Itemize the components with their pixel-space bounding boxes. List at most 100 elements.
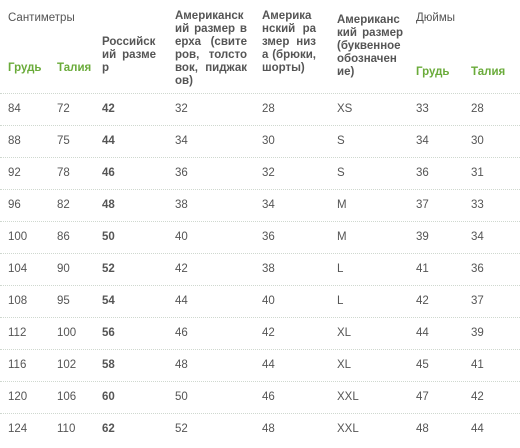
table-cell: XXL: [337, 391, 359, 403]
table-cell: 41: [471, 359, 484, 371]
row-separator: [0, 221, 520, 222]
table-cell: 34: [175, 135, 188, 147]
table-cell: 38: [175, 199, 188, 211]
row-separator: [0, 125, 520, 126]
table-cell: 44: [262, 359, 275, 371]
table-cell: 37: [471, 295, 484, 307]
table-cell: M: [337, 199, 347, 211]
table-cell: 33: [416, 103, 429, 115]
table-cell: 106: [57, 391, 77, 403]
row-separator: [0, 253, 520, 254]
table-cell: 30: [471, 135, 484, 147]
table-cell: 50: [175, 391, 188, 403]
table-cell: 50: [102, 231, 115, 243]
table-cell: 95: [57, 295, 70, 307]
table-cell: 86: [57, 231, 70, 243]
table-cell: 42: [471, 391, 484, 403]
column-header: Грудь: [416, 66, 450, 78]
table-cell: 78: [57, 167, 70, 179]
table-cell: 47: [416, 391, 429, 403]
table-cell: 75: [57, 135, 70, 147]
table-cell: S: [337, 135, 345, 147]
table-cell: 90: [57, 263, 70, 275]
table-cell: 46: [262, 391, 275, 403]
table-cell: 30: [262, 135, 275, 147]
table-cell: 54: [102, 295, 115, 307]
table-cell: 32: [175, 103, 188, 115]
table-cell: 40: [175, 231, 188, 243]
table-cell: XL: [337, 327, 352, 339]
table-cell: 44: [471, 423, 484, 435]
table-cell: 46: [175, 327, 188, 339]
table-cell: 108: [8, 295, 28, 307]
table-cell: 52: [102, 263, 115, 275]
table-cell: 104: [8, 263, 28, 275]
column-header: Американский размер верха (свитеров, тол…: [175, 10, 247, 87]
table-cell: 44: [175, 295, 188, 307]
table-cell: 58: [102, 359, 115, 371]
table-cell: 39: [416, 231, 429, 243]
table-cell: 42: [175, 263, 188, 275]
table-cell: 38: [262, 263, 275, 275]
column-header: Американский размер низа (брюки, шорты): [262, 10, 316, 74]
table-cell: 28: [471, 103, 484, 115]
table-cell: 48: [416, 423, 429, 435]
table-cell: 41: [416, 263, 429, 275]
table-cell: L: [337, 295, 344, 307]
table-cell: 46: [102, 167, 115, 179]
table-cell: S: [337, 167, 345, 179]
table-cell: XXL: [337, 423, 359, 435]
column-header: Грудь: [8, 62, 42, 74]
column-header: Талия: [471, 66, 506, 78]
table-cell: 48: [175, 359, 188, 371]
row-separator: [0, 285, 520, 286]
table-cell: 96: [8, 199, 21, 211]
column-header: Талия: [57, 62, 92, 74]
table-cell: 48: [262, 423, 275, 435]
table-cell: 31: [471, 167, 484, 179]
table-cell: XL: [337, 359, 352, 371]
table-cell: 36: [175, 167, 188, 179]
table-cell: 45: [416, 359, 429, 371]
table-cell: 36: [471, 263, 484, 275]
table-cell: 84: [8, 103, 21, 115]
table-cell: 124: [8, 423, 28, 435]
table-cell: 82: [57, 199, 70, 211]
table-cell: 112: [8, 327, 27, 339]
table-cell: M: [337, 231, 347, 243]
row-separator: [0, 157, 520, 158]
row-separator: [0, 381, 520, 382]
group-header: Сантиметры: [8, 12, 75, 24]
row-separator: [0, 317, 520, 318]
table-cell: L: [337, 263, 344, 275]
table-cell: 110: [57, 423, 76, 435]
row-separator: [0, 413, 520, 414]
table-cell: 34: [471, 231, 484, 243]
table-cell: 92: [8, 167, 21, 179]
table-cell: 28: [262, 103, 275, 115]
table-cell: 44: [102, 135, 115, 147]
table-cell: 37: [416, 199, 429, 211]
table-cell: 42: [262, 327, 275, 339]
row-separator: [0, 93, 520, 94]
table-cell: 72: [57, 103, 70, 115]
table-cell: 34: [262, 199, 275, 211]
table-cell: 100: [8, 231, 28, 243]
table-cell: 33: [471, 199, 484, 211]
table-cell: 42: [102, 103, 115, 115]
table-cell: XS: [337, 103, 353, 115]
table-cell: 102: [57, 359, 77, 371]
table-cell: 40: [262, 295, 275, 307]
group-header: Дюймы: [416, 12, 456, 24]
table-cell: 100: [57, 327, 77, 339]
table-cell: 60: [102, 391, 115, 403]
table-cell: 42: [416, 295, 429, 307]
table-cell: 32: [262, 167, 275, 179]
table-cell: 44: [416, 327, 429, 339]
table-cell: 56: [102, 327, 115, 339]
table-cell: 52: [175, 423, 188, 435]
table-cell: 120: [8, 391, 28, 403]
table-cell: 88: [8, 135, 21, 147]
column-header: Российский размер: [102, 36, 156, 74]
